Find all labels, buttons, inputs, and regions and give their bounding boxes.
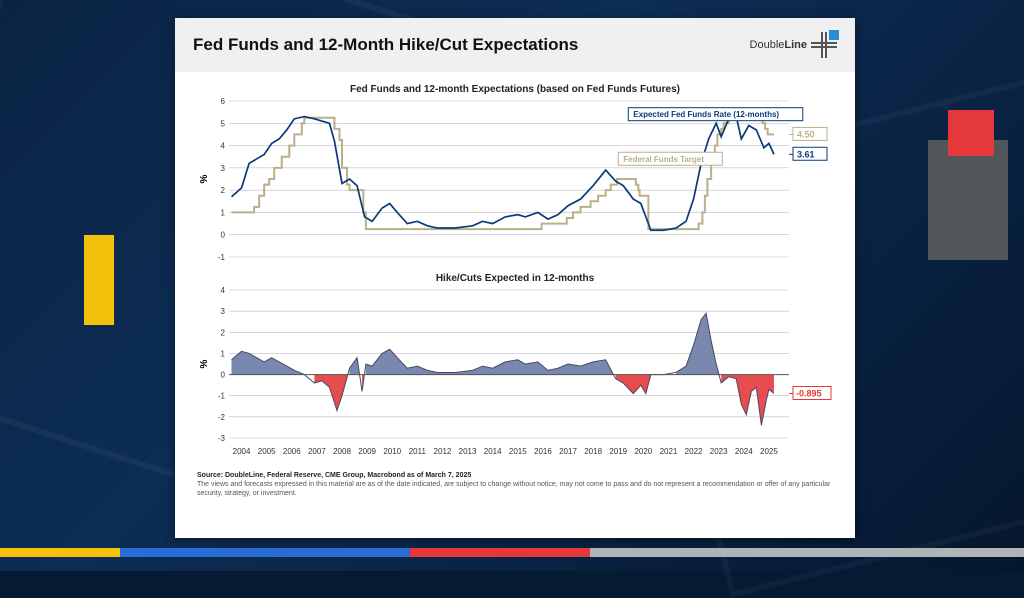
chart1-title: Fed Funds and 12-month Expectations (bas… [197,84,833,95]
svg-text:2010: 2010 [383,447,401,456]
svg-text:2021: 2021 [660,447,678,456]
svg-text:2023: 2023 [710,447,728,456]
chart2-svg: -3 -2 -1 0 1 2 3 4% 2004 2005 2006 2007 2008 2009 2010… [197,286,833,462]
svg-text:2018: 2018 [584,447,602,456]
svg-text:-1: -1 [218,392,226,401]
svg-text:2016: 2016 [534,447,552,456]
svg-text:2009: 2009 [358,447,376,456]
svg-text:2024: 2024 [735,447,753,456]
svg-text:4.50: 4.50 [797,129,815,139]
disclaimer-text: The views and forecasts expressed in thi… [197,481,830,497]
svg-text:3: 3 [221,307,226,316]
svg-text:2022: 2022 [685,447,703,456]
svg-text:-0.895: -0.895 [796,388,822,398]
svg-text:-1: -1 [218,253,226,262]
svg-text:2017: 2017 [559,447,577,456]
svg-text:Federal Funds Target: Federal Funds Target [623,155,704,164]
svg-text:2011: 2011 [409,447,427,456]
accent-red-block [948,110,994,156]
accent-yellow-block [84,235,114,325]
slide-title: Fed Funds and 12-Month Hike/Cut Expectat… [193,35,578,55]
svg-text:2: 2 [221,328,226,337]
svg-text:4: 4 [221,286,226,295]
svg-text:2004: 2004 [233,447,251,456]
chart1-svg: -1 0 1 2 3 4 5 6% Expected Fed Funds Rate (12-mo… [197,97,833,269]
svg-text:1: 1 [221,208,226,217]
source-line: Source: DoubleLine, Federal Reserve, CME… [197,472,471,479]
doubleline-logo: DoubleLine [750,32,837,58]
svg-text:Expected Fed Funds Rate (12-mo: Expected Fed Funds Rate (12-months) [633,110,779,119]
slide-card: Fed Funds and 12-Month Hike/Cut Expectat… [175,18,855,538]
svg-text:%: % [199,174,210,183]
svg-text:2006: 2006 [283,447,301,456]
svg-text:-2: -2 [218,413,226,422]
logo-word-a: Double [750,39,785,51]
slide-body: Fed Funds and 12-month Expectations (bas… [175,72,855,468]
logo-crosshair-icon [811,32,837,58]
svg-text:2019: 2019 [609,447,627,456]
slide-header: Fed Funds and 12-Month Hike/Cut Expectat… [175,18,855,72]
svg-text:6: 6 [221,97,226,106]
svg-text:3: 3 [221,164,226,173]
svg-text:3.61: 3.61 [797,149,815,159]
logo-word-b: Line [784,39,807,51]
svg-text:2013: 2013 [459,447,477,456]
svg-text:2008: 2008 [333,447,351,456]
svg-text:0: 0 [221,371,226,380]
slide-footer: Source: DoubleLine, Federal Reserve, CME… [175,468,855,506]
svg-text:4: 4 [221,142,226,151]
svg-text:2: 2 [221,186,226,195]
svg-text:2014: 2014 [484,447,502,456]
svg-text:5: 5 [221,119,226,128]
svg-text:2007: 2007 [308,447,326,456]
chart2-title: Hike/Cuts Expected in 12-months [197,273,833,284]
svg-text:1: 1 [221,349,226,358]
svg-text:2012: 2012 [434,447,452,456]
svg-text:2020: 2020 [634,447,652,456]
svg-text:2015: 2015 [509,447,527,456]
accent-grey-block [928,140,1008,260]
svg-text:-3: -3 [218,434,226,443]
svg-text:2025: 2025 [760,447,778,456]
bottom-color-strip [0,548,1024,557]
svg-text:2005: 2005 [258,447,276,456]
svg-text:%: % [199,359,210,368]
svg-text:0: 0 [221,231,226,240]
